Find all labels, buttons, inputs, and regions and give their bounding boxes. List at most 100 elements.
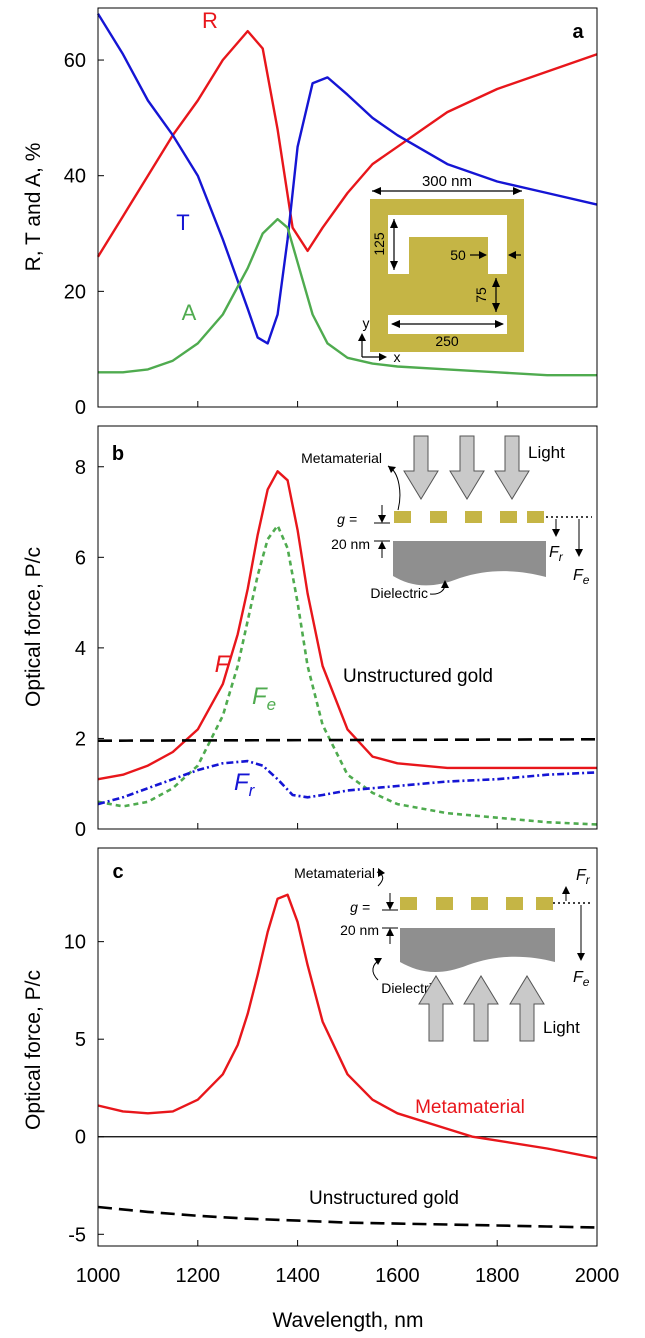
panel-b-ylabel: Optical force, P/c <box>22 547 45 707</box>
arrowhead <box>372 187 381 195</box>
arrowhead <box>391 320 400 328</box>
gold-strip <box>465 511 482 523</box>
gold-strip <box>394 511 411 523</box>
metamaterial-label: Metamaterial <box>301 450 382 466</box>
x-tick-label: 1400 <box>275 1265 320 1287</box>
series-label-A: A <box>182 300 197 325</box>
y-tick-label: 6 <box>75 547 86 569</box>
arrowhead <box>441 580 449 588</box>
gap-dimension-label: 125 <box>371 232 387 256</box>
y-tick-label: -5 <box>68 1224 86 1246</box>
gap-value-label: 20 nm <box>331 536 370 552</box>
y-tick-label: 5 <box>75 1029 86 1051</box>
panel-c: -5 0 5 10 c Optical force, P/c Metamaterial… <box>22 847 598 1247</box>
series-label-R: R <box>202 8 218 33</box>
y-tick-label: 20 <box>64 281 86 303</box>
Fr-inset-label: Fr <box>549 544 564 564</box>
light-arrows <box>403 435 530 500</box>
metamaterial-label: Metamaterial <box>294 865 375 881</box>
arrowhead <box>358 333 366 341</box>
dielectric-label: Dielectric <box>381 980 439 996</box>
x-tick-label: 1000 <box>76 1265 121 1287</box>
illumination-inset-b: Light Metamaterial g = 20 nm Dielectric <box>301 435 592 601</box>
unit-cell-inset: 300 nm 125 50 75 250 y x <box>358 173 524 365</box>
y-tick-label: 4 <box>75 638 86 660</box>
series-label-T: T <box>176 210 189 235</box>
series-line-unstructured-gold <box>97 738 598 742</box>
Fe-inset-label: Fe <box>573 567 590 587</box>
y-tick-label: 0 <box>75 1127 86 1149</box>
arrowhead <box>508 251 516 259</box>
y-tick-label: 8 <box>75 457 86 479</box>
unit-cell-gold <box>370 199 524 352</box>
arrowhead <box>552 529 560 537</box>
panel-b: 0 2 4 6 8 b Optical force, P/c F Fe Fr Unstr… <box>22 425 598 841</box>
illumination-inset-c: Metamaterial g = 20 nm Dielectric <box>294 865 592 1042</box>
arrowhead <box>513 187 522 195</box>
light-label: Light <box>528 443 565 462</box>
panel-a-curves <box>96 13 598 377</box>
panel-b-curves <box>97 470 598 826</box>
notch-dimension-label: 50 <box>450 247 466 263</box>
series-label-unstructured-gold-c: Unstructured gold <box>309 1188 459 1209</box>
arrowhead <box>390 219 398 228</box>
y-tick-label: 40 <box>64 166 86 188</box>
y-tick-label: 10 <box>64 932 86 954</box>
series-line-unstructured-gold <box>97 1205 598 1229</box>
panel-c-letter: c <box>112 861 123 883</box>
gold-strip <box>400 897 417 910</box>
bar-dimension-label: 250 <box>435 333 459 349</box>
panel-c-frame <box>97 847 598 1247</box>
light-arrow <box>403 435 439 500</box>
arrowhead <box>386 902 394 910</box>
arrowhead <box>374 958 382 965</box>
y-tick-label: 0 <box>75 819 86 841</box>
arrowhead <box>386 928 394 936</box>
panel-a-ylabel: R, T and A, % <box>22 143 45 272</box>
panel-a: 0 20 40 60 a R, T and A, % R T A 300 nm 125… <box>22 7 598 419</box>
series-label-unstructured-gold: Unstructured gold <box>343 666 493 687</box>
gold-strip <box>536 897 553 910</box>
light-arrow <box>509 975 545 1042</box>
gold-strip <box>506 897 523 910</box>
width-dimension-label: 300 nm <box>422 173 472 190</box>
gold-strips <box>400 897 553 910</box>
y-tick-label: 2 <box>75 728 86 750</box>
gap-label: g = <box>337 511 357 527</box>
arrowhead <box>378 868 385 877</box>
series-label-Fr: Fr <box>234 769 256 800</box>
light-label: Light <box>543 1018 580 1037</box>
arrowhead <box>492 303 500 312</box>
x-tick-label: 1800 <box>475 1265 520 1287</box>
light-arrow <box>494 435 530 500</box>
Fe-inset-label: Fe <box>573 969 590 989</box>
arrowhead <box>495 320 504 328</box>
series-line-fe <box>97 524 598 826</box>
gold-strip <box>436 897 453 910</box>
x-tick-label: 1600 <box>375 1265 420 1287</box>
arrowhead <box>575 549 583 557</box>
x-axis-tick-labels: 1000 1200 1400 1600 1800 2000 <box>76 1265 620 1287</box>
gold-strip <box>527 511 544 523</box>
arrowhead <box>577 953 585 961</box>
y-tick-label: 60 <box>64 50 86 72</box>
dielectric-block <box>393 541 546 586</box>
dielectric-label: Dielectric <box>370 585 428 601</box>
y-tick-label: 0 <box>75 397 86 419</box>
metamaterial-pointer <box>387 465 401 511</box>
x-axis-label: Wavelength, nm <box>273 1309 424 1332</box>
panel-b-letter: b <box>112 443 124 465</box>
gap-label: g = <box>350 899 370 915</box>
series-label-Fe: Fe <box>252 683 276 714</box>
panel-c-ylabel: Optical force, P/c <box>22 970 45 1130</box>
panel-c-curves <box>97 893 598 1229</box>
gold-strips <box>394 511 544 523</box>
light-arrow <box>449 435 485 500</box>
gap-value-label: 20 nm <box>340 922 379 938</box>
light-arrow <box>418 975 454 1042</box>
dielectric-block <box>400 928 555 973</box>
light-arrows <box>418 975 545 1042</box>
arrowhead <box>479 251 487 259</box>
series-line-fr <box>97 759 598 806</box>
